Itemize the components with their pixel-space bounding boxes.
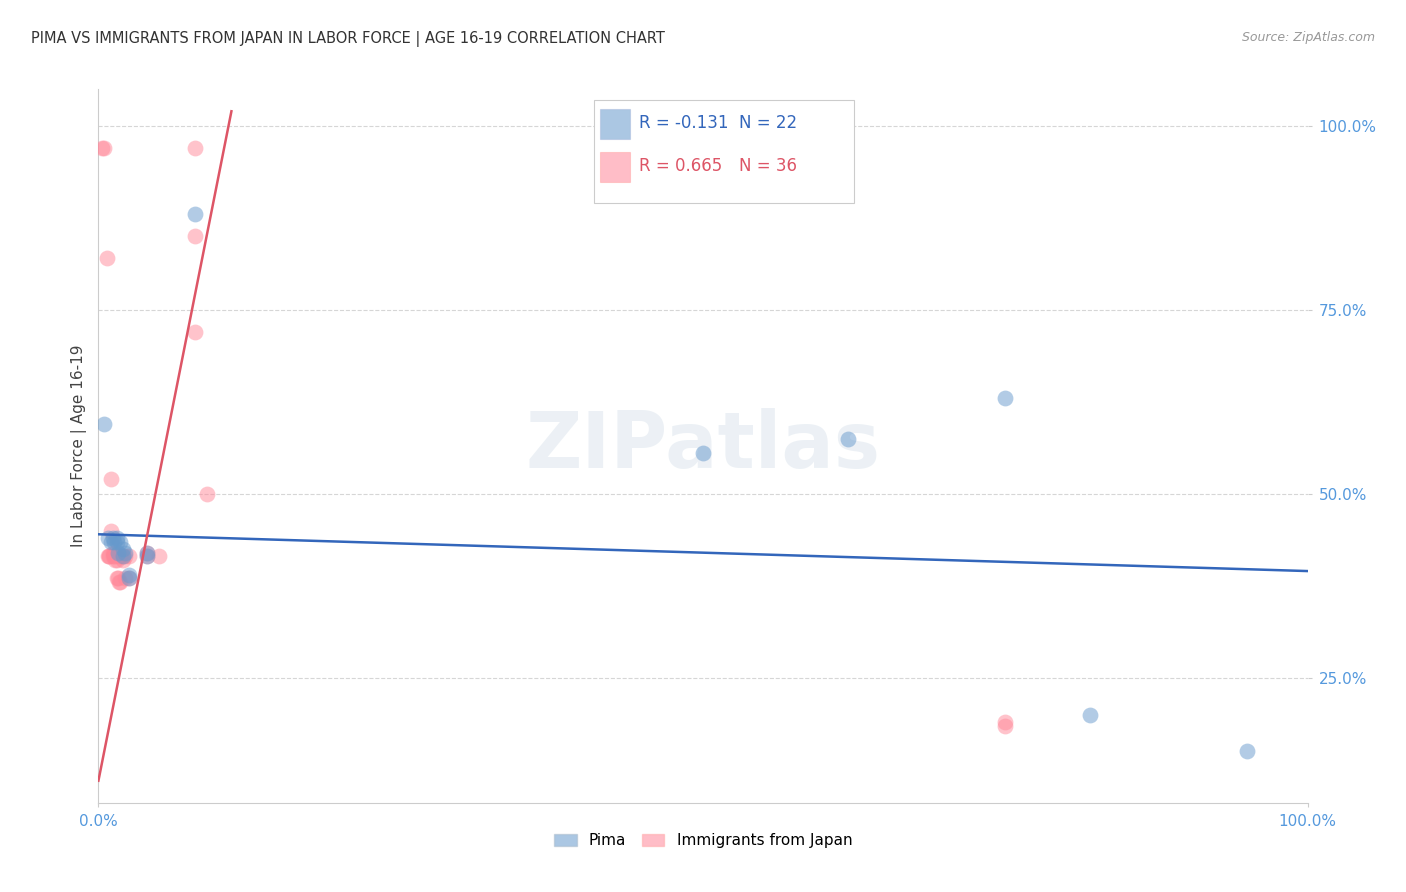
Text: R = -0.131: R = -0.131 (638, 114, 728, 132)
Point (195, 487, 218, 501)
Point (93, 141, 115, 155)
Point (97, 531, 120, 545)
Point (104, 553, 127, 567)
Point (994, 391, 1017, 405)
Point (111, 541, 134, 556)
Point (93, 417, 115, 431)
Point (103, 546, 125, 560)
Point (837, 432, 859, 446)
Point (100, 524, 122, 538)
Point (135, 549, 157, 564)
Point (994, 718, 1017, 732)
Point (135, 546, 157, 560)
Point (91, 141, 114, 155)
Point (108, 575, 131, 590)
Point (111, 549, 134, 564)
Point (103, 549, 125, 564)
Point (135, 546, 157, 560)
Point (100, 534, 122, 549)
FancyBboxPatch shape (600, 109, 630, 139)
Point (1236, 744, 1258, 758)
Y-axis label: In Labor Force | Age 16-19: In Labor Force | Age 16-19 (72, 344, 87, 548)
Text: PIMA VS IMMIGRANTS FROM JAPAN IN LABOR FORCE | AGE 16-19 CORRELATION CHART: PIMA VS IMMIGRANTS FROM JAPAN IN LABOR F… (31, 31, 665, 47)
Point (96, 252, 118, 266)
Point (118, 567, 141, 582)
Point (98, 549, 121, 564)
Point (114, 546, 136, 560)
Point (118, 549, 141, 564)
Point (110, 549, 132, 564)
Point (101, 531, 124, 545)
Point (97, 549, 120, 564)
FancyBboxPatch shape (600, 152, 630, 182)
Point (105, 553, 128, 567)
Point (148, 549, 170, 564)
Point (108, 549, 131, 564)
Point (107, 571, 129, 585)
Point (107, 546, 129, 560)
FancyBboxPatch shape (595, 100, 855, 203)
Point (105, 531, 128, 545)
Point (184, 325, 207, 339)
Point (1078, 707, 1101, 722)
Point (111, 553, 134, 567)
Point (114, 571, 136, 585)
Point (105, 549, 128, 564)
Point (692, 446, 714, 460)
Point (108, 534, 131, 549)
Point (108, 575, 131, 590)
Text: Source: ZipAtlas.com: Source: ZipAtlas.com (1241, 31, 1375, 45)
Text: ZIPatlas: ZIPatlas (526, 408, 880, 484)
Text: R = 0.665: R = 0.665 (638, 157, 723, 175)
Point (114, 549, 136, 564)
Point (105, 571, 128, 585)
Point (101, 546, 124, 560)
Point (184, 207, 207, 221)
Point (100, 472, 122, 486)
Text: N = 36: N = 36 (740, 157, 797, 175)
Point (118, 571, 141, 585)
Point (105, 534, 128, 549)
Text: N = 22: N = 22 (740, 114, 797, 132)
Point (118, 571, 141, 585)
Point (111, 549, 134, 564)
Legend: Pima, Immigrants from Japan: Pima, Immigrants from Japan (546, 825, 860, 855)
Point (103, 534, 125, 549)
Point (184, 229, 207, 244)
Point (98, 549, 121, 564)
Point (994, 714, 1017, 729)
Point (101, 549, 124, 564)
Point (135, 549, 157, 564)
Point (184, 141, 207, 155)
